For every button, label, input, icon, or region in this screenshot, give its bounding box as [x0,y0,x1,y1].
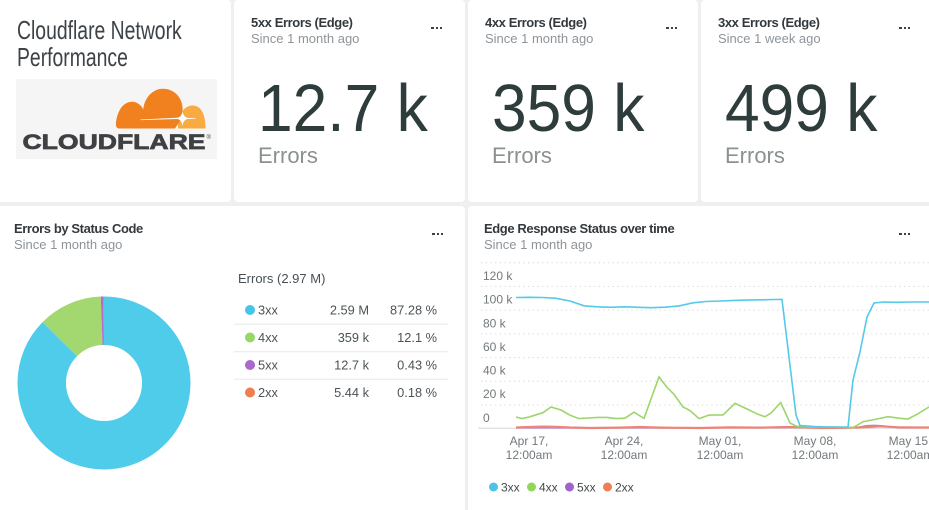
svg-text:20 k: 20 k [483,387,507,401]
svg-text:Errors (2.97 M): Errors (2.97 M) [238,271,325,286]
svg-text:12.7 k: 12.7 k [334,358,369,373]
svg-text:359 k: 359 k [338,330,370,345]
svg-text:40 k: 40 k [483,364,507,378]
svg-text:May 01,: May 01, [699,434,742,448]
svg-text:2xx: 2xx [258,385,279,400]
svg-text:®: ® [207,134,212,141]
svg-text:12:00am: 12:00am [697,448,744,462]
svg-text:100 k: 100 k [483,293,513,307]
svg-text:60 k: 60 k [483,340,507,354]
svg-text:0: 0 [483,411,490,425]
svg-text:Apr 17,: Apr 17, [510,434,549,448]
svg-text:2.59 M: 2.59 M [330,303,369,318]
svg-text:87.28 %: 87.28 % [390,303,437,318]
svg-text:120 k: 120 k [483,269,513,283]
svg-text:May 15,: May 15, [889,434,929,448]
svg-text:12.1 %: 12.1 % [397,330,437,345]
svg-text:Apr 24,: Apr 24, [605,434,644,448]
svg-text:12:00am: 12:00am [792,448,839,462]
svg-text:5.44 k: 5.44 k [334,385,369,400]
svg-text:12:00am: 12:00am [887,448,929,462]
svg-text:5xx: 5xx [577,481,596,495]
svg-text:CLOUDFLARE: CLOUDFLARE [23,130,206,154]
svg-text:80 k: 80 k [483,316,507,330]
svg-text:4xx: 4xx [539,481,558,495]
svg-text:3xx: 3xx [258,303,279,318]
svg-text:0.43 %: 0.43 % [397,358,437,373]
svg-text:May 08,: May 08, [794,434,837,448]
svg-text:3xx: 3xx [501,481,520,495]
svg-text:0.18 %: 0.18 % [397,385,437,400]
svg-text:12:00am: 12:00am [601,448,648,462]
svg-text:4xx: 4xx [258,330,279,345]
svg-text:5xx: 5xx [258,358,279,373]
svg-text:12:00am: 12:00am [506,448,553,462]
svg-text:2xx: 2xx [615,481,634,495]
